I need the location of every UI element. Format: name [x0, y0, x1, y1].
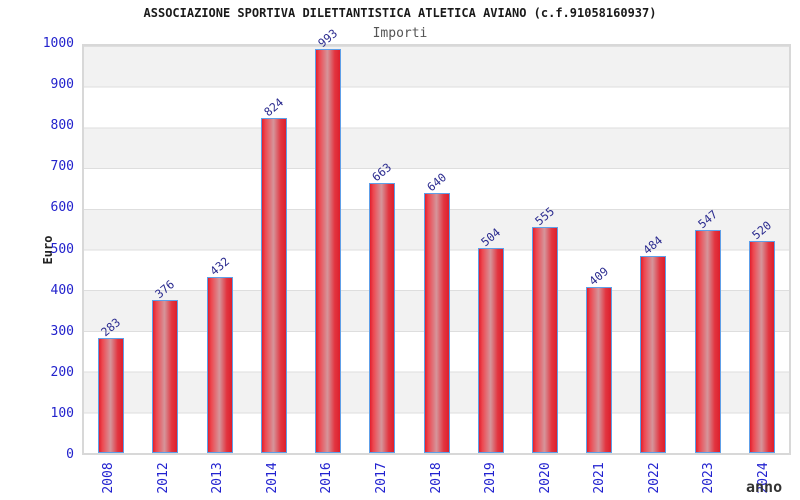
y-tick-label-400: 400 [50, 282, 74, 298]
x-tick-label-2020: 2020 [537, 462, 553, 494]
bar-2014 [260, 117, 287, 453]
x-tick-label-2013: 2013 [210, 462, 226, 494]
y-tick-label-800: 800 [50, 118, 74, 134]
plot-area: 283 376 432 824 993 663 640 504 555 409 484 547 520 [82, 26, 791, 455]
x-tick-label-2014: 2014 [264, 462, 280, 494]
bar-2017 [369, 183, 396, 453]
x-tick-label-2008: 2008 [101, 462, 117, 494]
y-tick-label-700: 700 [50, 159, 74, 175]
chart-subtitle: Importi [372, 26, 428, 41]
x-tick-label-2019: 2019 [483, 462, 499, 494]
bar-2013 [206, 277, 233, 453]
y-tick-label-0: 0 [66, 447, 74, 462]
bar-2008 [98, 337, 125, 453]
bar-2022 [640, 256, 667, 453]
bar-2016 [315, 48, 342, 453]
x-tick-label-2012: 2012 [155, 462, 171, 494]
x-tick-label-2021: 2021 [592, 462, 608, 494]
x-tick-label-2022: 2022 [646, 462, 662, 494]
y-tick-label-200: 200 [50, 364, 74, 380]
y-tick-label-900: 900 [50, 77, 74, 93]
bar-2020 [531, 227, 558, 453]
y-axis: 0 100 200 300 400 500 600 700 800 900 1000 [0, 37, 74, 462]
y-tick-label-100: 100 [50, 405, 74, 421]
bar-2012 [152, 299, 179, 453]
bar-2019 [477, 247, 504, 453]
bar-2018 [423, 192, 450, 453]
x-tick-label-2023: 2023 [701, 462, 717, 494]
x-tick-label-2018: 2018 [428, 462, 444, 494]
y-tick-label-600: 600 [50, 200, 74, 216]
x-tick-label-2016: 2016 [319, 462, 335, 494]
chart-title: ASSOCIAZIONE SPORTIVA DILETTANTISTICA AT… [143, 6, 657, 20]
bar-2023 [694, 230, 721, 453]
x-axis-title: anno [746, 478, 783, 496]
bar-2021 [586, 286, 613, 453]
y-tick-label-500: 500 [50, 241, 74, 257]
x-tick-label-2017: 2017 [373, 462, 389, 494]
y-tick-label-300: 300 [50, 323, 74, 339]
y-tick-label-1000: 1000 [42, 36, 74, 51]
bar-2024 [748, 241, 775, 453]
x-axis: 2008 2012 2013 2014 2016 2017 2018 2019 2020 2021… [82, 455, 791, 500]
